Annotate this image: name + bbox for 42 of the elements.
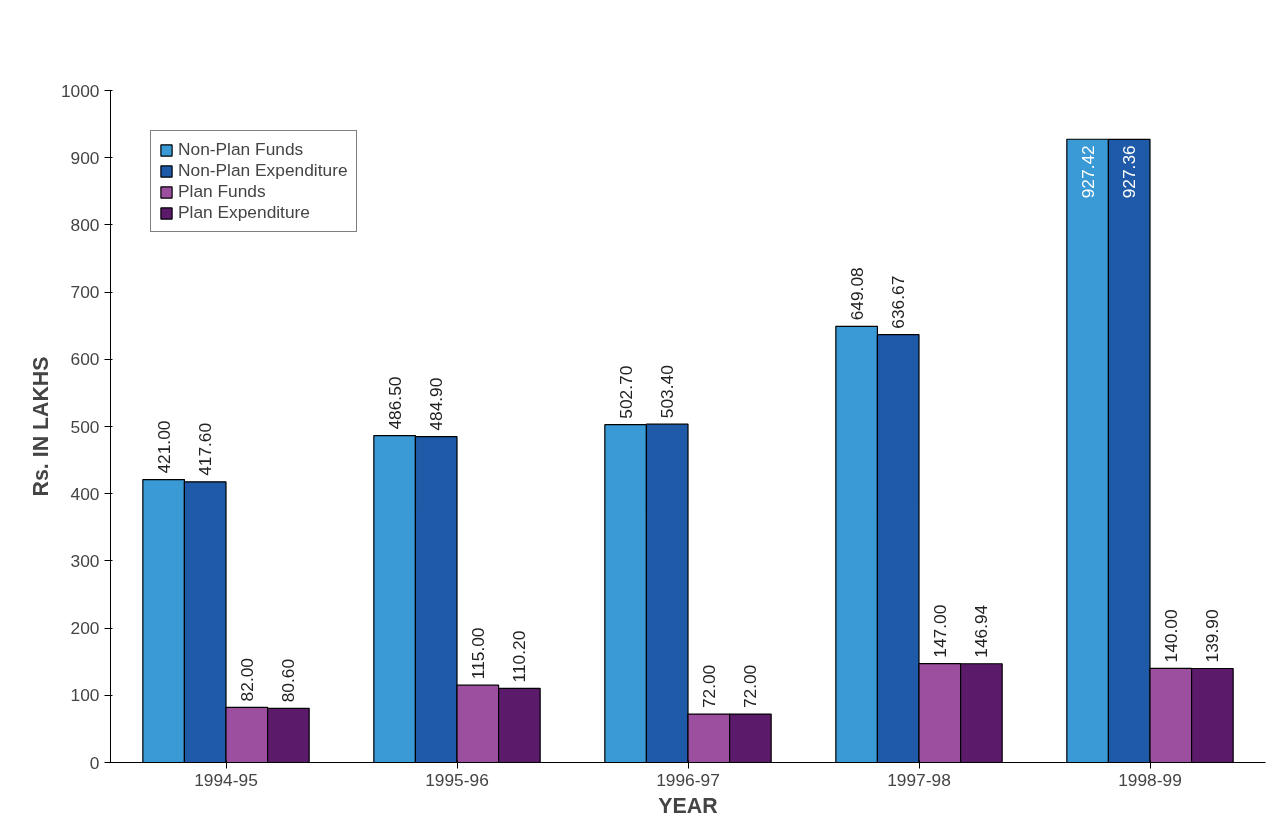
y-tick-label: 600: [70, 349, 100, 370]
legend-label: Plan Expenditure: [178, 202, 310, 223]
data-label: 503.40: [657, 365, 678, 419]
data-label: 80.60: [278, 658, 299, 703]
data-label: 421.00: [153, 420, 174, 474]
data-label: 140.00: [1160, 609, 1181, 663]
y-tick-label: 0: [89, 752, 100, 773]
data-label: 636.67: [888, 275, 909, 329]
x-tick-label: 1998-99: [1118, 769, 1182, 790]
legend-label: Non-Plan Funds: [178, 139, 304, 160]
legend-label: Plan Funds: [178, 181, 266, 202]
y-tick-label: 900: [70, 147, 100, 168]
data-label: 927.42: [1077, 145, 1098, 199]
data-label: 147.00: [929, 604, 950, 658]
data-label: 146.94: [971, 604, 992, 658]
x-tick-label: 1994-95: [194, 769, 258, 790]
data-label: 72.00: [740, 664, 761, 709]
x-tick-label: 1996-97: [656, 769, 720, 790]
y-tick-label: 800: [70, 214, 100, 235]
y-tick-label: 700: [70, 282, 100, 303]
data-label: 927.36: [1119, 145, 1140, 199]
data-label: 72.00: [698, 664, 719, 709]
x-axis-title: YEAR: [658, 793, 718, 818]
data-label: 502.70: [615, 365, 636, 419]
data-label: 139.90: [1202, 609, 1223, 663]
data-label: 417.60: [195, 422, 216, 476]
data-label: 486.50: [384, 376, 405, 430]
y-tick-label: 100: [70, 685, 100, 706]
x-tick-label: 1997-98: [887, 769, 951, 790]
y-tick-label: 300: [70, 550, 100, 571]
y-axis-title: Rs. IN LAKHS: [28, 356, 53, 497]
data-label: 649.08: [846, 267, 867, 321]
y-tick-label: 400: [70, 483, 100, 504]
legend-label: Non-Plan Expenditure: [178, 160, 348, 181]
data-label: 82.00: [236, 658, 257, 702]
data-label: 484.90: [426, 377, 447, 431]
y-tick-label: 500: [70, 416, 100, 437]
y-tick-label: 1000: [60, 80, 100, 101]
data-label: 115.00: [467, 627, 488, 680]
x-tick-label: 1995-96: [425, 769, 489, 790]
data-label: 110.20: [509, 630, 530, 683]
y-tick-label: 200: [70, 618, 100, 639]
